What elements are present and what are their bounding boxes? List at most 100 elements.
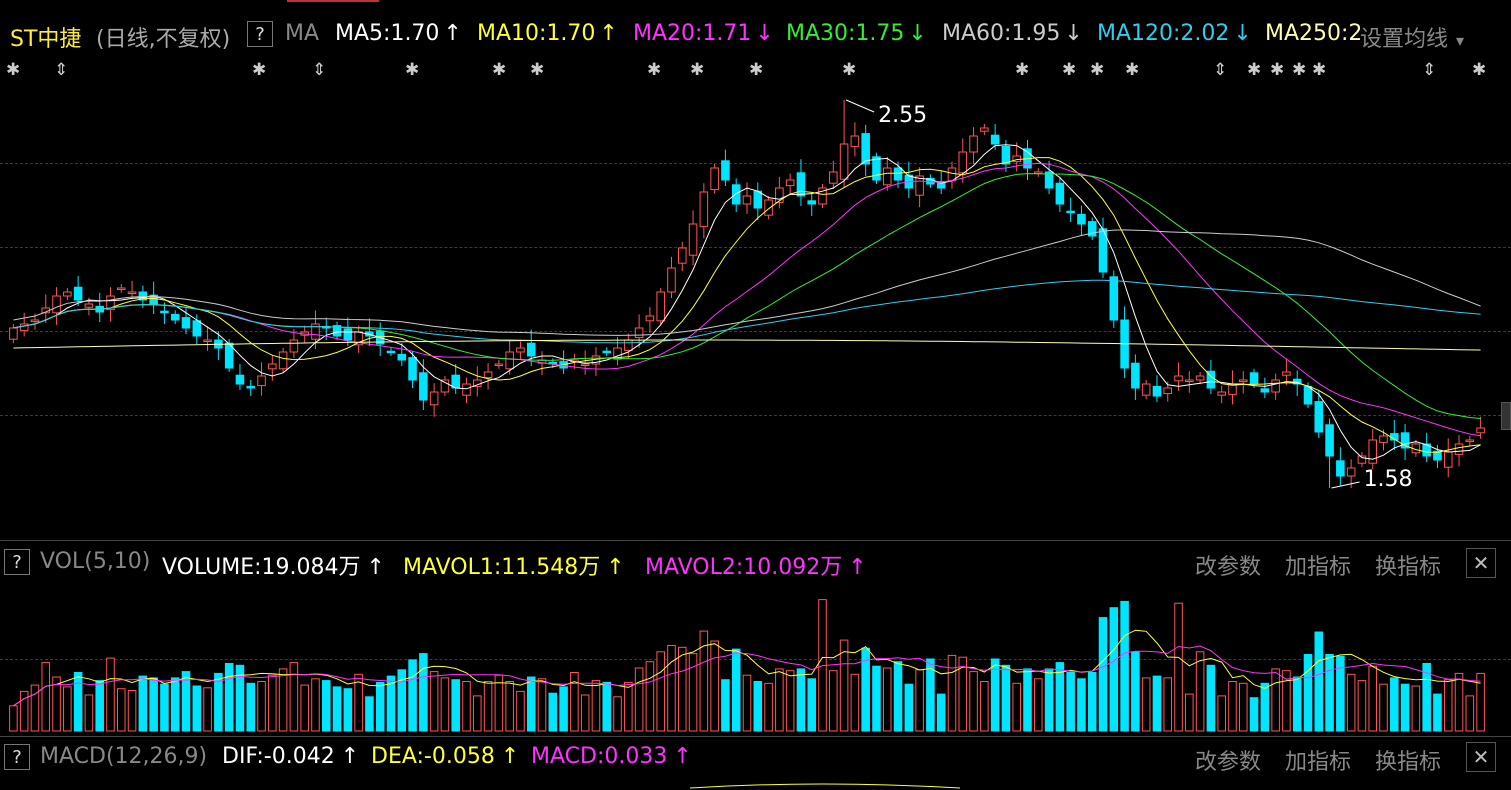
volume-bar <box>764 682 773 732</box>
volume-bar <box>1292 676 1302 732</box>
candle <box>1282 371 1291 376</box>
volume-bar <box>268 674 277 732</box>
add-indicator-button[interactable]: 加指标 <box>1285 750 1352 775</box>
candle <box>677 247 687 264</box>
event-marker-icon[interactable]: ✱ <box>1125 60 1139 80</box>
help-button[interactable]: ? <box>4 744 30 770</box>
event-marker-icon[interactable]: ⇕ <box>312 60 326 80</box>
vol-indicator-name[interactable]: VOL(5,10) <box>40 549 151 574</box>
modify-params-button[interactable]: 改参数 <box>1195 555 1262 580</box>
candle <box>990 134 1000 145</box>
candle <box>893 167 903 181</box>
volume-bar <box>149 677 158 732</box>
volume-bar <box>958 656 968 732</box>
mavol1-line <box>13 629 1481 707</box>
volume-chart[interactable] <box>0 583 1500 733</box>
ma250-line <box>13 339 1481 351</box>
volume-bar <box>321 680 331 732</box>
volume-bar <box>1152 675 1162 732</box>
scrollbar-thumb[interactable] <box>1501 402 1511 430</box>
candle <box>624 339 633 351</box>
volume-bar <box>84 694 94 732</box>
event-marker-icon[interactable]: ⇕ <box>1422 60 1436 80</box>
help-button[interactable]: ? <box>4 549 30 575</box>
event-marker-icon[interactable]: ✱ <box>252 60 266 80</box>
panel-divider <box>0 736 1511 737</box>
modify-params-button[interactable]: 改参数 <box>1195 750 1262 775</box>
ma10-line <box>13 157 1481 453</box>
event-marker-icon[interactable]: ✱ <box>647 60 661 80</box>
volume-bar <box>494 674 504 732</box>
candle <box>117 287 126 290</box>
candle <box>462 383 471 396</box>
volume-bar <box>1163 677 1173 732</box>
candle <box>731 184 741 205</box>
volume-bar <box>170 677 180 732</box>
candle <box>516 347 525 353</box>
candle <box>710 167 719 191</box>
add-indicator-button[interactable]: 加指标 <box>1285 555 1352 580</box>
candle <box>1465 439 1475 443</box>
volume-bar <box>710 640 719 732</box>
volume-bar <box>365 696 374 732</box>
candle <box>882 167 892 186</box>
macd-indicator-name[interactable]: MACD(12,26,9) <box>40 744 208 769</box>
candle <box>386 350 396 354</box>
candle <box>1454 443 1464 455</box>
event-marker-icon[interactable]: ✱ <box>842 60 856 80</box>
close-icon[interactable]: ✕ <box>1466 742 1496 772</box>
volume-bar <box>591 680 601 732</box>
set-ma-button[interactable]: 设置均线 ▾ <box>1360 21 1465 53</box>
event-marker-icon[interactable]: ✱ <box>530 60 544 80</box>
volume-bar <box>278 668 288 732</box>
event-marker-icon[interactable]: ✱ <box>1247 60 1261 80</box>
event-marker-icon[interactable]: ✱ <box>1062 60 1076 80</box>
event-marker-icon[interactable]: ✱ <box>690 60 704 80</box>
event-marker-icon[interactable]: ✱ <box>492 60 506 80</box>
event-marker-icon[interactable]: ⇕ <box>54 60 68 80</box>
volume-bar <box>1206 664 1216 732</box>
volume-bar <box>408 659 417 732</box>
volume-bar <box>785 670 795 732</box>
candle <box>30 319 40 323</box>
indicator-name[interactable]: MA <box>285 21 320 46</box>
candle <box>203 339 212 342</box>
help-button[interactable]: ? <box>247 21 273 47</box>
event-marker-icon[interactable]: ✱ <box>1270 60 1284 80</box>
switch-indicator-button[interactable]: 换指标 <box>1375 750 1442 775</box>
volume-bar <box>893 661 903 732</box>
close-icon[interactable]: ✕ <box>1466 548 1496 578</box>
event-marker-icon[interactable]: ✱ <box>1015 60 1029 80</box>
event-marker-icon[interactable]: ⇕ <box>1213 60 1227 80</box>
candle <box>645 315 655 322</box>
volume-bar <box>516 690 525 732</box>
candle <box>1044 171 1054 189</box>
event-marker-icon[interactable]: ✱ <box>1090 60 1104 80</box>
event-marker-icon[interactable]: ✱ <box>1472 60 1486 80</box>
candle <box>483 371 493 379</box>
volume-bar <box>1120 600 1129 732</box>
volume-bar <box>1249 697 1259 732</box>
event-marker-icon[interactable]: ✱ <box>405 60 419 80</box>
candle <box>1238 379 1248 383</box>
candle <box>1260 388 1270 393</box>
volume-bar <box>861 647 870 732</box>
event-marker-icon[interactable]: ✱ <box>1312 60 1326 80</box>
switch-indicator-button[interactable]: 换指标 <box>1375 555 1442 580</box>
event-marker-icon[interactable]: ✱ <box>6 60 20 80</box>
ma30-value: MA30:1.75 ↓ <box>786 21 927 46</box>
volume-bar <box>1195 651 1205 732</box>
volume-bar <box>257 681 266 732</box>
dif-value: DIF:-0.042 ↑ <box>222 744 360 769</box>
candle <box>9 327 18 340</box>
event-marker-icon[interactable]: ✱ <box>749 60 763 80</box>
candle <box>170 313 180 321</box>
candle <box>969 135 978 153</box>
volume-bar <box>882 667 892 732</box>
event-marker-icon[interactable]: ✱ <box>1292 60 1306 80</box>
candlestick-chart[interactable]: 2.55 1.58 <box>0 96 1500 536</box>
volume-bar <box>19 690 29 732</box>
volume-bar <box>117 688 126 732</box>
ma20-value: MA20:1.71 ↓ <box>633 21 774 46</box>
candle <box>807 200 817 205</box>
